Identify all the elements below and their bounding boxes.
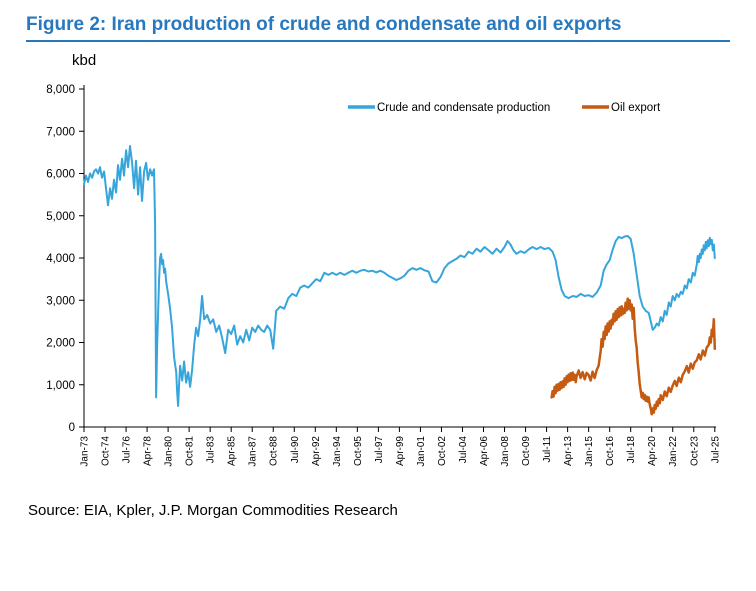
series-line-production [83, 145, 716, 407]
x-tick-label: Apr-20 [647, 436, 658, 466]
x-tick-label: Jan-22 [668, 436, 679, 467]
x-tick-label: Oct-16 [605, 436, 616, 466]
x-tick-label: Jul-83 [206, 436, 217, 464]
x-tick-label: Jan-80 [164, 436, 175, 467]
x-tick-label: Jul-76 [122, 436, 133, 464]
x-tick-label: Jan-87 [248, 436, 259, 467]
figure-title: Figure 2: Iran production of crude and c… [26, 14, 622, 35]
y-tick-label: 3,000 [46, 295, 75, 307]
series-line-oil-export [550, 297, 717, 416]
x-tick-label: Jan-08 [500, 436, 511, 467]
x-tick-label: Apr-78 [143, 436, 154, 466]
y-tick-label: 1,000 [46, 380, 75, 392]
chart-container: 0 1,000 2,000 3,000 4,000 5,000 6,000 7,000 8,00… [26, 71, 730, 494]
y-tick-label: 7,000 [46, 126, 75, 138]
y-axis-unit-label: kbd [72, 52, 97, 69]
x-tick-label: Oct-88 [269, 436, 280, 466]
x-tick-label: Apr-06 [479, 436, 490, 466]
y-tick-label: 0 [69, 422, 75, 434]
legend-label-production: Crude and condensate production [377, 102, 550, 114]
y-tick-label: 6,000 [46, 169, 75, 181]
x-tick-label: Jul-18 [626, 436, 637, 464]
y-tick-label: 4,000 [46, 253, 75, 265]
y-tick-label: 8,000 [46, 84, 75, 96]
x-tick-label: Jan-73 [80, 436, 91, 467]
legend-label-oil-export: Oil export [611, 102, 661, 114]
y-tick-label: 2,000 [46, 338, 75, 350]
x-tick-label: Apr-13 [563, 436, 574, 466]
x-tick-label: Oct-74 [101, 436, 112, 466]
source-text: Source: EIA, Kpler, J.P. Morgan Commodit… [28, 502, 398, 519]
x-tick-label: Oct-81 [185, 436, 196, 466]
x-tick-label: Jan-15 [584, 436, 595, 467]
x-tick-label: Jan-94 [332, 436, 343, 467]
x-tick-label: Oct-23 [689, 436, 700, 466]
y-tick-label: 5,000 [46, 211, 75, 223]
title-divider [26, 40, 730, 42]
x-tick-label: Jul-25 [710, 436, 721, 464]
x-tick-label: Jul-97 [374, 436, 385, 464]
x-tick-label: Oct-09 [521, 436, 532, 466]
x-tick-label: Oct-95 [353, 436, 364, 466]
x-tick-label: Jul-04 [458, 436, 469, 464]
x-tick-label: Apr-99 [395, 436, 406, 466]
x-tick-label: Jul-11 [542, 436, 553, 463]
x-tick-label: Apr-92 [311, 436, 322, 466]
x-tick-label: Oct-02 [437, 436, 448, 466]
x-tick-label: Jul-90 [290, 436, 301, 464]
x-tick-label: Apr-85 [227, 436, 238, 466]
production-exports-line-chart: 0 1,000 2,000 3,000 4,000 5,000 6,000 7,000 8,00… [46, 84, 721, 467]
x-tick-label: Jan-01 [416, 436, 427, 467]
